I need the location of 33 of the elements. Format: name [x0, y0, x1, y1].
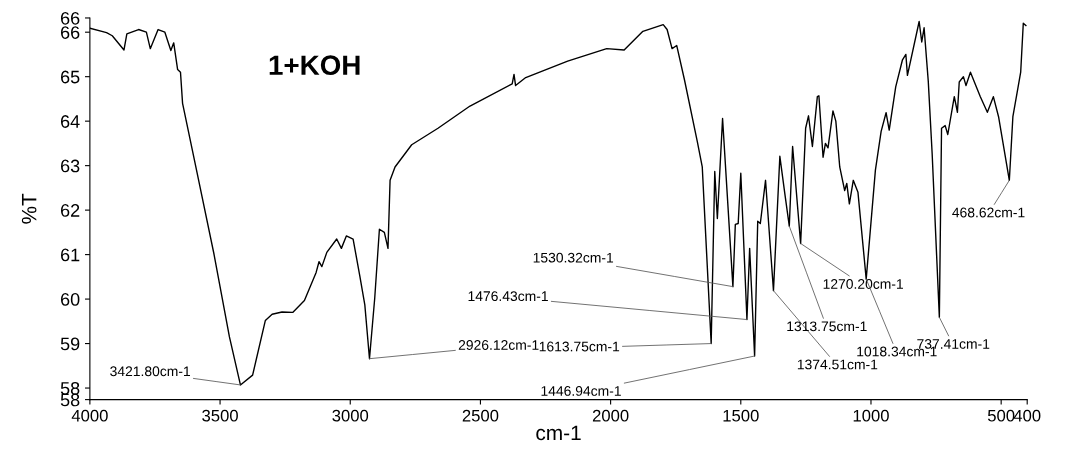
y-tick-label: 62	[60, 204, 80, 217]
y-tick-label: 65	[60, 70, 80, 84]
x-tick-label: 3000	[332, 409, 369, 422]
y-tick-label: 61	[60, 248, 80, 262]
y-tick-label: 66	[60, 11, 80, 25]
y-tick-label: 66	[60, 26, 80, 39]
annotation: 1530.32cm-1	[533, 252, 614, 263]
annotation: 1270.20cm-1	[823, 279, 903, 289]
annotation: 2926.12cm-1	[458, 340, 539, 350]
y-axis-title: %T	[21, 193, 37, 224]
annotation: 1446.94cm-1	[541, 386, 621, 396]
x-axis-title: cm-1	[536, 425, 581, 441]
y-tick-label: 59	[60, 337, 80, 351]
x-tick-label: 4000	[71, 409, 108, 422]
y-tick-label: 64	[60, 115, 80, 128]
x-tick-label: 500	[987, 409, 1015, 422]
annotation: 1+KOH	[269, 55, 360, 76]
annotation: 468.62cm-1	[952, 207, 1025, 218]
y-tick-label: 63	[60, 159, 80, 173]
x-tick-label: 1000	[853, 409, 889, 422]
x-tick-label: 2000	[592, 409, 629, 422]
y-tick-label: 58	[60, 381, 80, 395]
x-tick-label: 2500	[462, 409, 499, 422]
annotation: 1313.75cm-1	[787, 321, 867, 332]
annotation: 1374.51cm-1	[797, 359, 878, 370]
x-tick-label: 400	[1013, 409, 1041, 422]
annotation: 1613.75cm-1	[539, 341, 620, 352]
y-tick-label: 58	[60, 393, 80, 407]
x-tick-label: 1500	[723, 409, 759, 422]
x-tick-label: 3500	[202, 409, 238, 422]
y-tick-label: 60	[60, 293, 80, 306]
annotation: 1476.43cm-1	[468, 291, 548, 302]
annotation: 3421.80cm-1	[110, 366, 191, 377]
